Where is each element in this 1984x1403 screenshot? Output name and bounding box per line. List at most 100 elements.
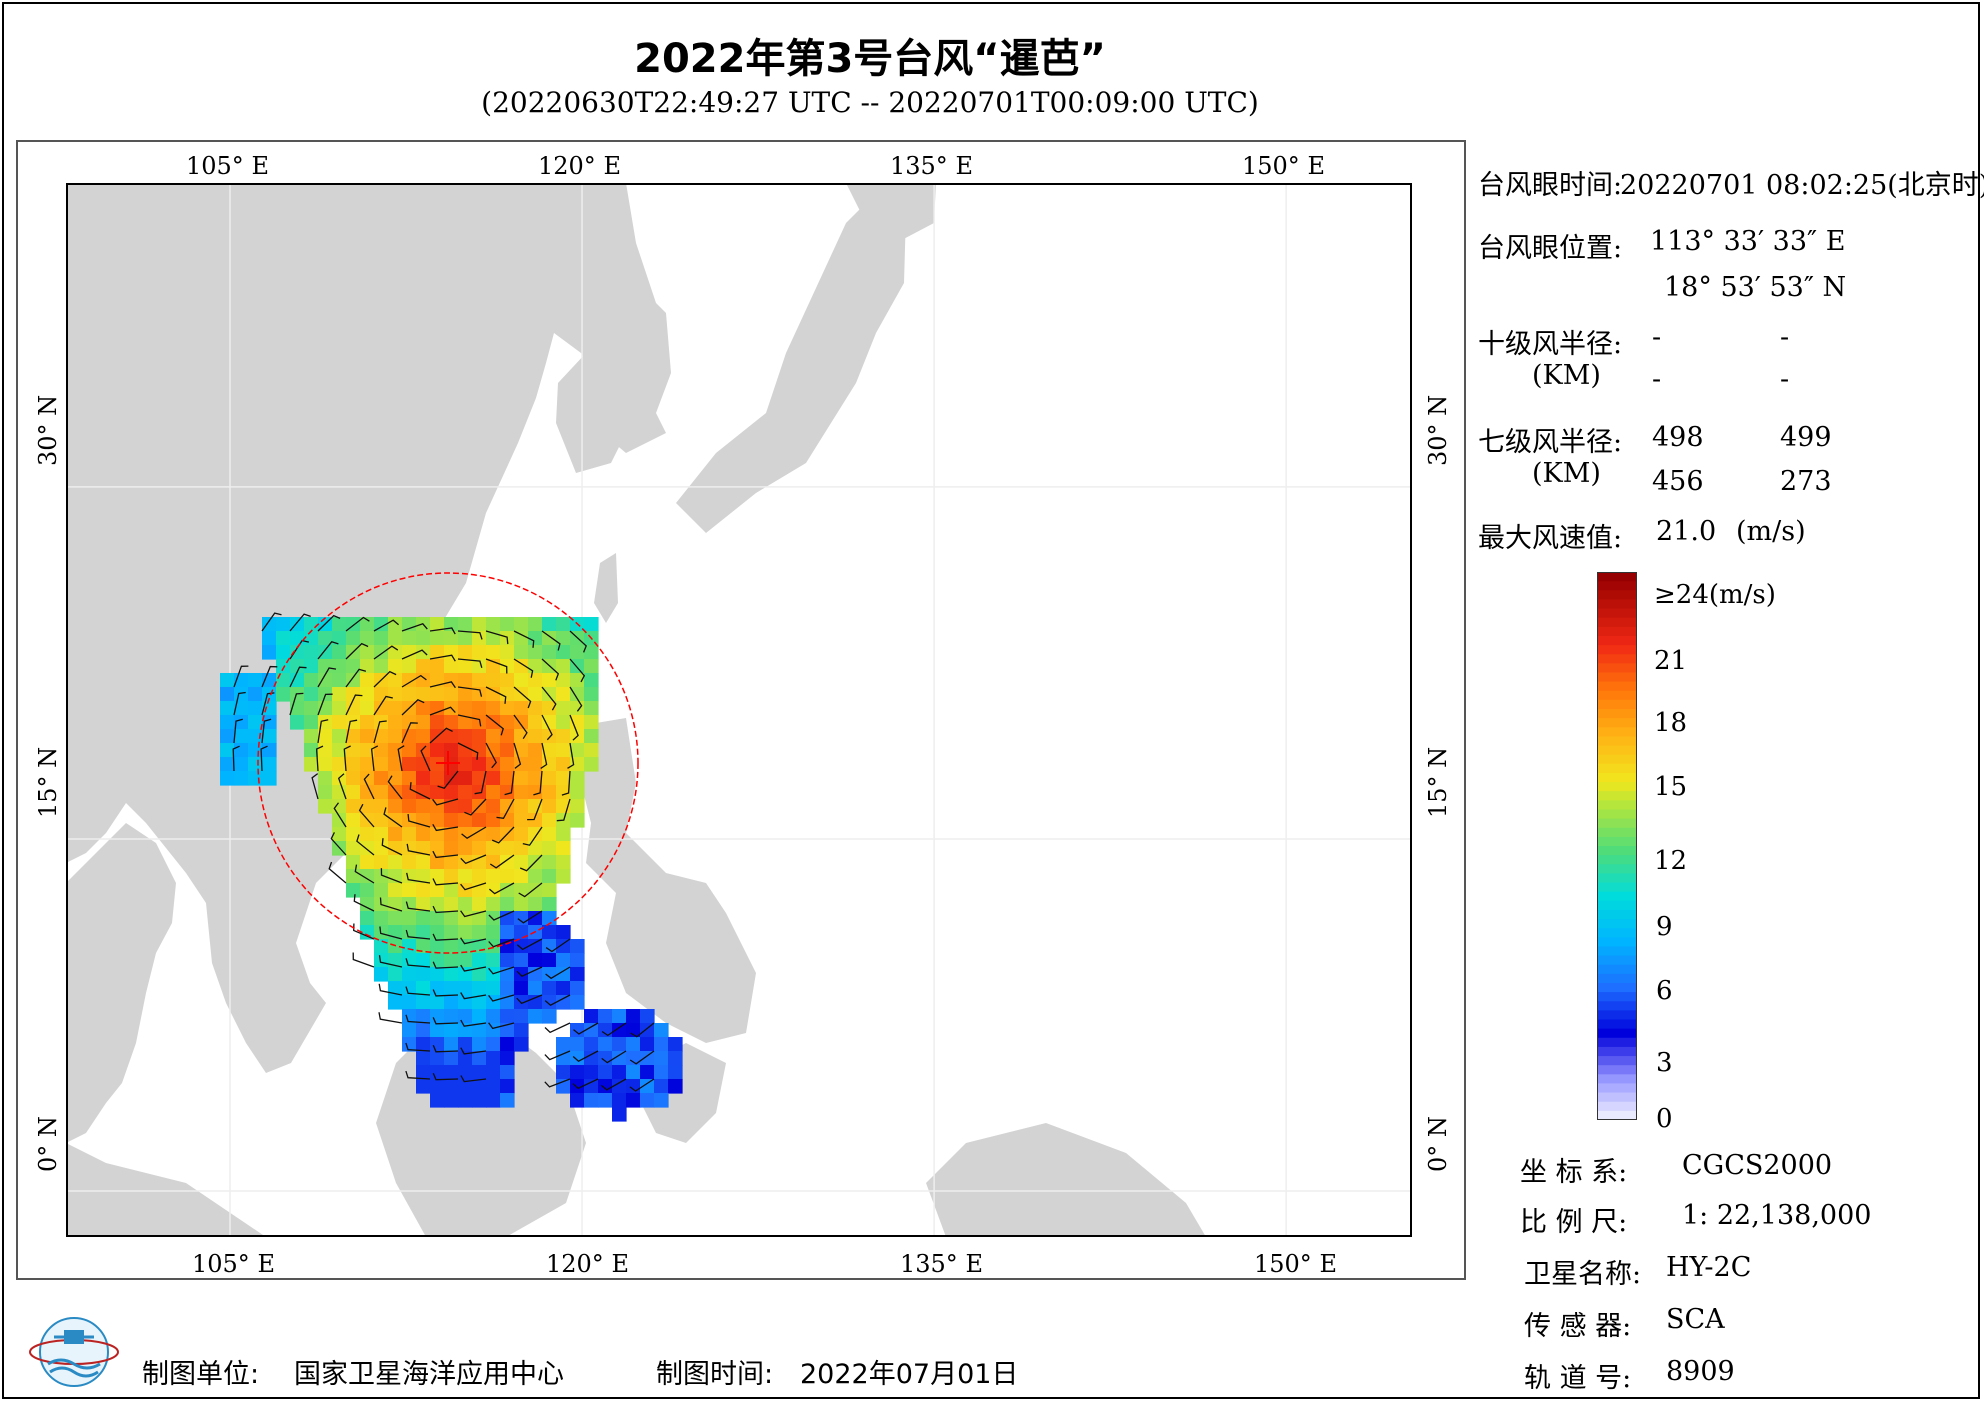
wind-cell — [444, 967, 459, 982]
wind-cell — [598, 1051, 613, 1066]
wind-cell — [318, 771, 333, 786]
wind-cell — [472, 953, 487, 968]
wind-field-map[interactable] — [66, 183, 1412, 1237]
wind-cell — [556, 1037, 571, 1052]
wind-cell — [374, 771, 389, 786]
wind-cell — [430, 659, 445, 674]
wind-cell — [612, 1065, 627, 1080]
lat-label-0-right: 0° N — [1424, 1116, 1452, 1172]
wind-cell — [374, 743, 389, 758]
wind-cell — [472, 869, 487, 884]
wind-cell — [514, 981, 529, 996]
wind-cell — [500, 911, 515, 926]
colorbar-segment — [1597, 1074, 1637, 1084]
wind-cell — [234, 687, 249, 702]
wind-cell — [542, 841, 557, 856]
colorbar-segment — [1597, 983, 1637, 993]
colorbar-segment — [1597, 1020, 1637, 1030]
wind-cell — [542, 869, 557, 884]
wind-cell — [304, 659, 319, 674]
wind-cell — [416, 995, 431, 1010]
wind-cell — [542, 673, 557, 688]
wind-cell — [584, 1051, 599, 1066]
wind-cell — [458, 953, 473, 968]
wind-cell — [472, 617, 487, 632]
wind-cell — [612, 1107, 627, 1122]
wind-cell — [542, 897, 557, 912]
wind-cell — [500, 981, 515, 996]
wind-cell — [360, 911, 375, 926]
wind-cell — [556, 617, 571, 632]
wind-cell — [360, 645, 375, 660]
wind-cell — [514, 911, 529, 926]
wind-cell — [416, 785, 431, 800]
wind-cell — [374, 785, 389, 800]
wind-cell — [514, 813, 529, 828]
wind-cell — [402, 911, 417, 926]
wind-cell — [472, 897, 487, 912]
wind-cell — [304, 687, 319, 702]
wind-cell — [430, 687, 445, 702]
wind-cell — [346, 827, 361, 842]
wind-cell — [388, 799, 403, 814]
colorbar-segment — [1597, 599, 1637, 609]
wind-cell — [542, 883, 557, 898]
colorbar-segment — [1597, 846, 1637, 856]
wind-cell — [472, 981, 487, 996]
colorbar-segment — [1597, 1038, 1637, 1048]
wind-cell — [374, 967, 389, 982]
wind-cell — [500, 743, 515, 758]
wind-cell — [514, 1037, 529, 1052]
wind-cell — [472, 1009, 487, 1024]
colorbar-segment — [1597, 919, 1637, 929]
wind-cell — [528, 981, 543, 996]
wind-cell — [388, 729, 403, 744]
wind-cell — [360, 771, 375, 786]
lat-label-30-left: 30° N — [34, 395, 62, 466]
wind-cell — [500, 883, 515, 898]
wind-cell — [388, 855, 403, 870]
colorbar-segment — [1597, 864, 1637, 874]
wind-cell — [444, 953, 459, 968]
wind-cell — [514, 1023, 529, 1038]
wind-cell — [514, 925, 529, 940]
wind-cell — [346, 771, 361, 786]
colorbar-segment — [1597, 1093, 1637, 1103]
wind-cell — [388, 995, 403, 1010]
colorbar-tick-12: 12 — [1654, 846, 1687, 876]
wind-cell — [332, 617, 347, 632]
wind-cell — [360, 659, 375, 674]
wind-cell — [514, 1009, 529, 1024]
wind-cell — [444, 995, 459, 1010]
colorbar-segment — [1597, 736, 1637, 746]
wind-cell — [402, 841, 417, 856]
wind-cell — [416, 659, 431, 674]
wind-cell — [556, 659, 571, 674]
colorbar-segment — [1597, 572, 1637, 582]
lat-label-30-right: 30° N — [1424, 395, 1452, 466]
wind-cell — [500, 673, 515, 688]
wind-cell — [402, 729, 417, 744]
wind-cell — [360, 897, 375, 912]
wind-cell — [374, 827, 389, 842]
wind-cell — [542, 967, 557, 982]
wind-cell — [556, 827, 571, 842]
colorbar-segment — [1597, 937, 1637, 947]
wind-cell — [486, 1009, 501, 1024]
wind-cell — [318, 757, 333, 772]
wind-cell — [542, 925, 557, 940]
wind-cell — [430, 1093, 445, 1108]
wind-cell — [416, 673, 431, 688]
wind-cell — [486, 883, 501, 898]
wind-cell — [304, 715, 319, 730]
wind-cell — [402, 995, 417, 1010]
wind-cell — [472, 673, 487, 688]
wind-cell — [570, 1093, 585, 1108]
wind-cell — [234, 743, 249, 758]
scale-value: 1: 22,138,000 — [1682, 1200, 1871, 1231]
wind-cell — [654, 1023, 669, 1038]
wind-cell — [374, 953, 389, 968]
wind-cell — [514, 897, 529, 912]
wind-cell — [346, 743, 361, 758]
wind-cell — [570, 1051, 585, 1066]
